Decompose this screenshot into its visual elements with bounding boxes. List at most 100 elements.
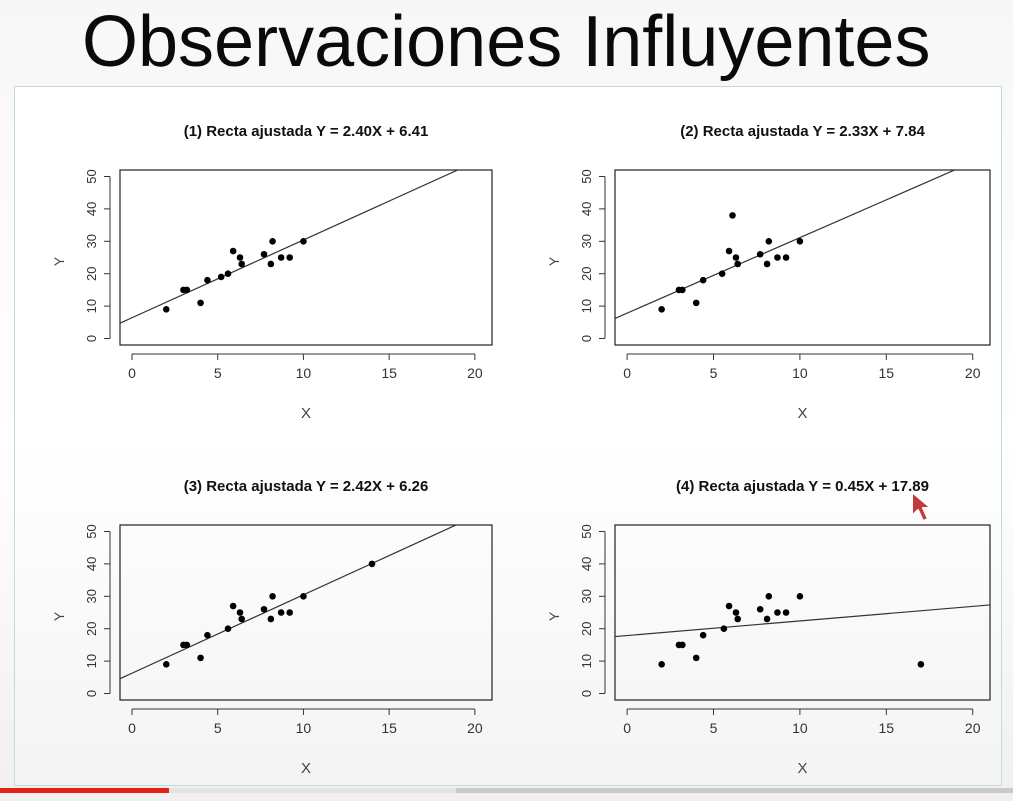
data-point [732,609,740,616]
fit-line [615,604,990,638]
data-point [236,609,244,616]
y-tick-label: 20 [579,621,594,635]
data-point [204,276,211,284]
plot-title: (3) Recta ajustada Y = 2.42X + 6.26 [184,478,429,495]
x-tick-label: 15 [879,720,895,736]
figure-frame: (1) Recta ajustada Y = 2.40X + 6.41 0 5 10 1… [14,86,1002,786]
y-tick-label: 20 [84,621,99,635]
y-axis-label: Y [546,256,562,266]
data-point [729,212,736,219]
data-point [658,661,665,668]
data-point [229,247,237,255]
data-point [763,260,771,268]
data-point [277,254,285,261]
x-tick-label: 15 [381,720,397,736]
panel-1: (1) Recta ajustada Y = 2.40X + 6.41 0 5 10 1… [51,123,493,422]
data-point [197,299,204,307]
data-point [300,592,307,600]
x-tick-label: 15 [879,365,895,381]
data-point [269,237,276,245]
y-tick-label: 50 [84,524,99,538]
y-tick-label: 0 [579,335,594,342]
data-point [286,609,294,616]
slide-title: Observaciones Influyentes [82,2,931,82]
x-tick-label: 5 [710,365,718,381]
y-tick-label: 40 [84,202,99,216]
data-point [224,625,232,633]
data-point [277,609,285,616]
plot-box [119,169,493,346]
plot-title: (2) Recta ajustada Y = 2.33X + 7.84 [680,123,925,140]
data-point [699,276,707,284]
plot-box [614,169,991,346]
x-axis-label: X [301,405,311,422]
plot-title: (4) Recta ajustada Y = 0.45X + 17.89 [676,478,929,495]
data-point [692,299,700,307]
data-point [204,631,211,639]
data-point [774,254,781,261]
y-tick-label: 50 [579,524,594,538]
data-point [699,631,707,639]
data-point [756,605,764,613]
mouse-cursor-icon [911,491,932,522]
data-point [782,609,790,616]
y-tick-label: 10 [579,299,594,313]
data-point [236,254,244,261]
data-point [725,247,733,255]
data-point [734,260,741,268]
data-point [765,592,773,600]
panel-2: (2) Recta ajustada Y = 2.33X + 7.84 0 5 10 1… [546,123,991,422]
data-point [692,654,700,662]
data-point [756,250,764,258]
x-tick-label: 10 [296,720,312,736]
x-tick-label: 15 [381,365,397,381]
y-axis-label: Y [51,256,67,266]
video-progress-buffered [169,788,456,793]
plot-box [119,524,493,701]
fit-line [615,170,957,319]
data-point [796,237,804,245]
y-tick-label: 30 [84,234,99,248]
y-tick-label: 20 [84,266,99,280]
data-point [229,602,237,610]
data-point [267,615,275,623]
y-tick-label: 30 [84,589,99,603]
data-point [183,286,191,294]
data-point [269,592,276,600]
y-tick-label: 40 [84,557,99,571]
data-point [796,592,804,600]
data-point [368,560,376,568]
x-tick-label: 10 [792,720,808,736]
x-tick-label: 5 [214,365,222,381]
x-axis-label: X [797,405,807,422]
x-tick-label: 10 [296,365,312,381]
x-tick-label: 20 [467,365,483,381]
data-point [162,661,170,668]
data-point [162,306,170,313]
x-tick-label: 0 [128,365,136,381]
video-progress-played [0,788,170,793]
panel-4: (4) Recta ajustada Y = 0.45X + 17.89 0 5 10… [546,478,991,777]
x-tick-label: 20 [965,720,981,736]
y-tick-label: 0 [579,690,594,697]
plot-box [614,524,991,701]
data-point [658,306,665,313]
y-tick-label: 40 [579,202,594,216]
scatter-plots-grid: (1) Recta ajustada Y = 2.40X + 6.41 0 5 10 1… [51,123,991,777]
data-point [238,260,246,268]
x-tick-label: 0 [623,720,631,736]
data-point [260,605,268,613]
data-point [765,237,773,245]
x-tick-label: 20 [965,365,981,381]
data-point [217,273,225,281]
panel-3: (3) Recta ajustada Y = 2.42X + 6.26 0 5 10 1… [51,478,493,777]
data-point [732,254,740,261]
data-point [679,641,686,649]
data-point [734,615,741,623]
x-axis-label: X [797,760,807,777]
data-point [782,254,790,261]
x-tick-label: 5 [710,720,718,736]
x-axis-label: X [301,760,311,777]
video-progress-bar[interactable] [0,788,1013,793]
fit-line [120,170,460,324]
